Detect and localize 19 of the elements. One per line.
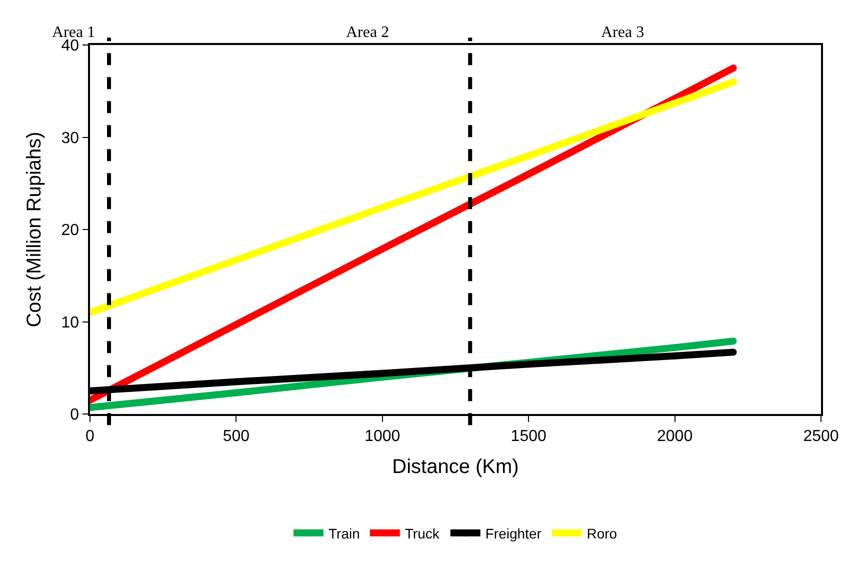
text: Area 2 — [346, 24, 390, 41]
x-tick-label: 500 — [222, 428, 250, 445]
text: Area 3 — [601, 24, 644, 41]
legend-label: Freighter — [485, 525, 542, 542]
y-axis-title: Cost (Million Rupiahs) — [23, 132, 46, 328]
x-tick-label: 1500 — [510, 428, 546, 445]
x-tick-label: 0 — [86, 428, 95, 445]
x-tick-label: 1000 — [364, 428, 400, 445]
y-tick-label: 30 — [61, 130, 80, 147]
x-axis-title: Distance (Km) — [392, 456, 519, 478]
y-tick-label: 10 — [61, 314, 80, 332]
legend-label: Train — [328, 525, 360, 542]
legend-label: Roro — [586, 525, 618, 542]
y-tick-label: 40 — [61, 38, 80, 55]
legend-label: Truck — [404, 525, 440, 542]
y-tick-label: 20 — [61, 222, 80, 240]
y-tick-label: 0 — [70, 406, 80, 424]
x-tick-label: 2500 — [803, 428, 839, 445]
x-tick-label: 2000 — [657, 428, 693, 445]
